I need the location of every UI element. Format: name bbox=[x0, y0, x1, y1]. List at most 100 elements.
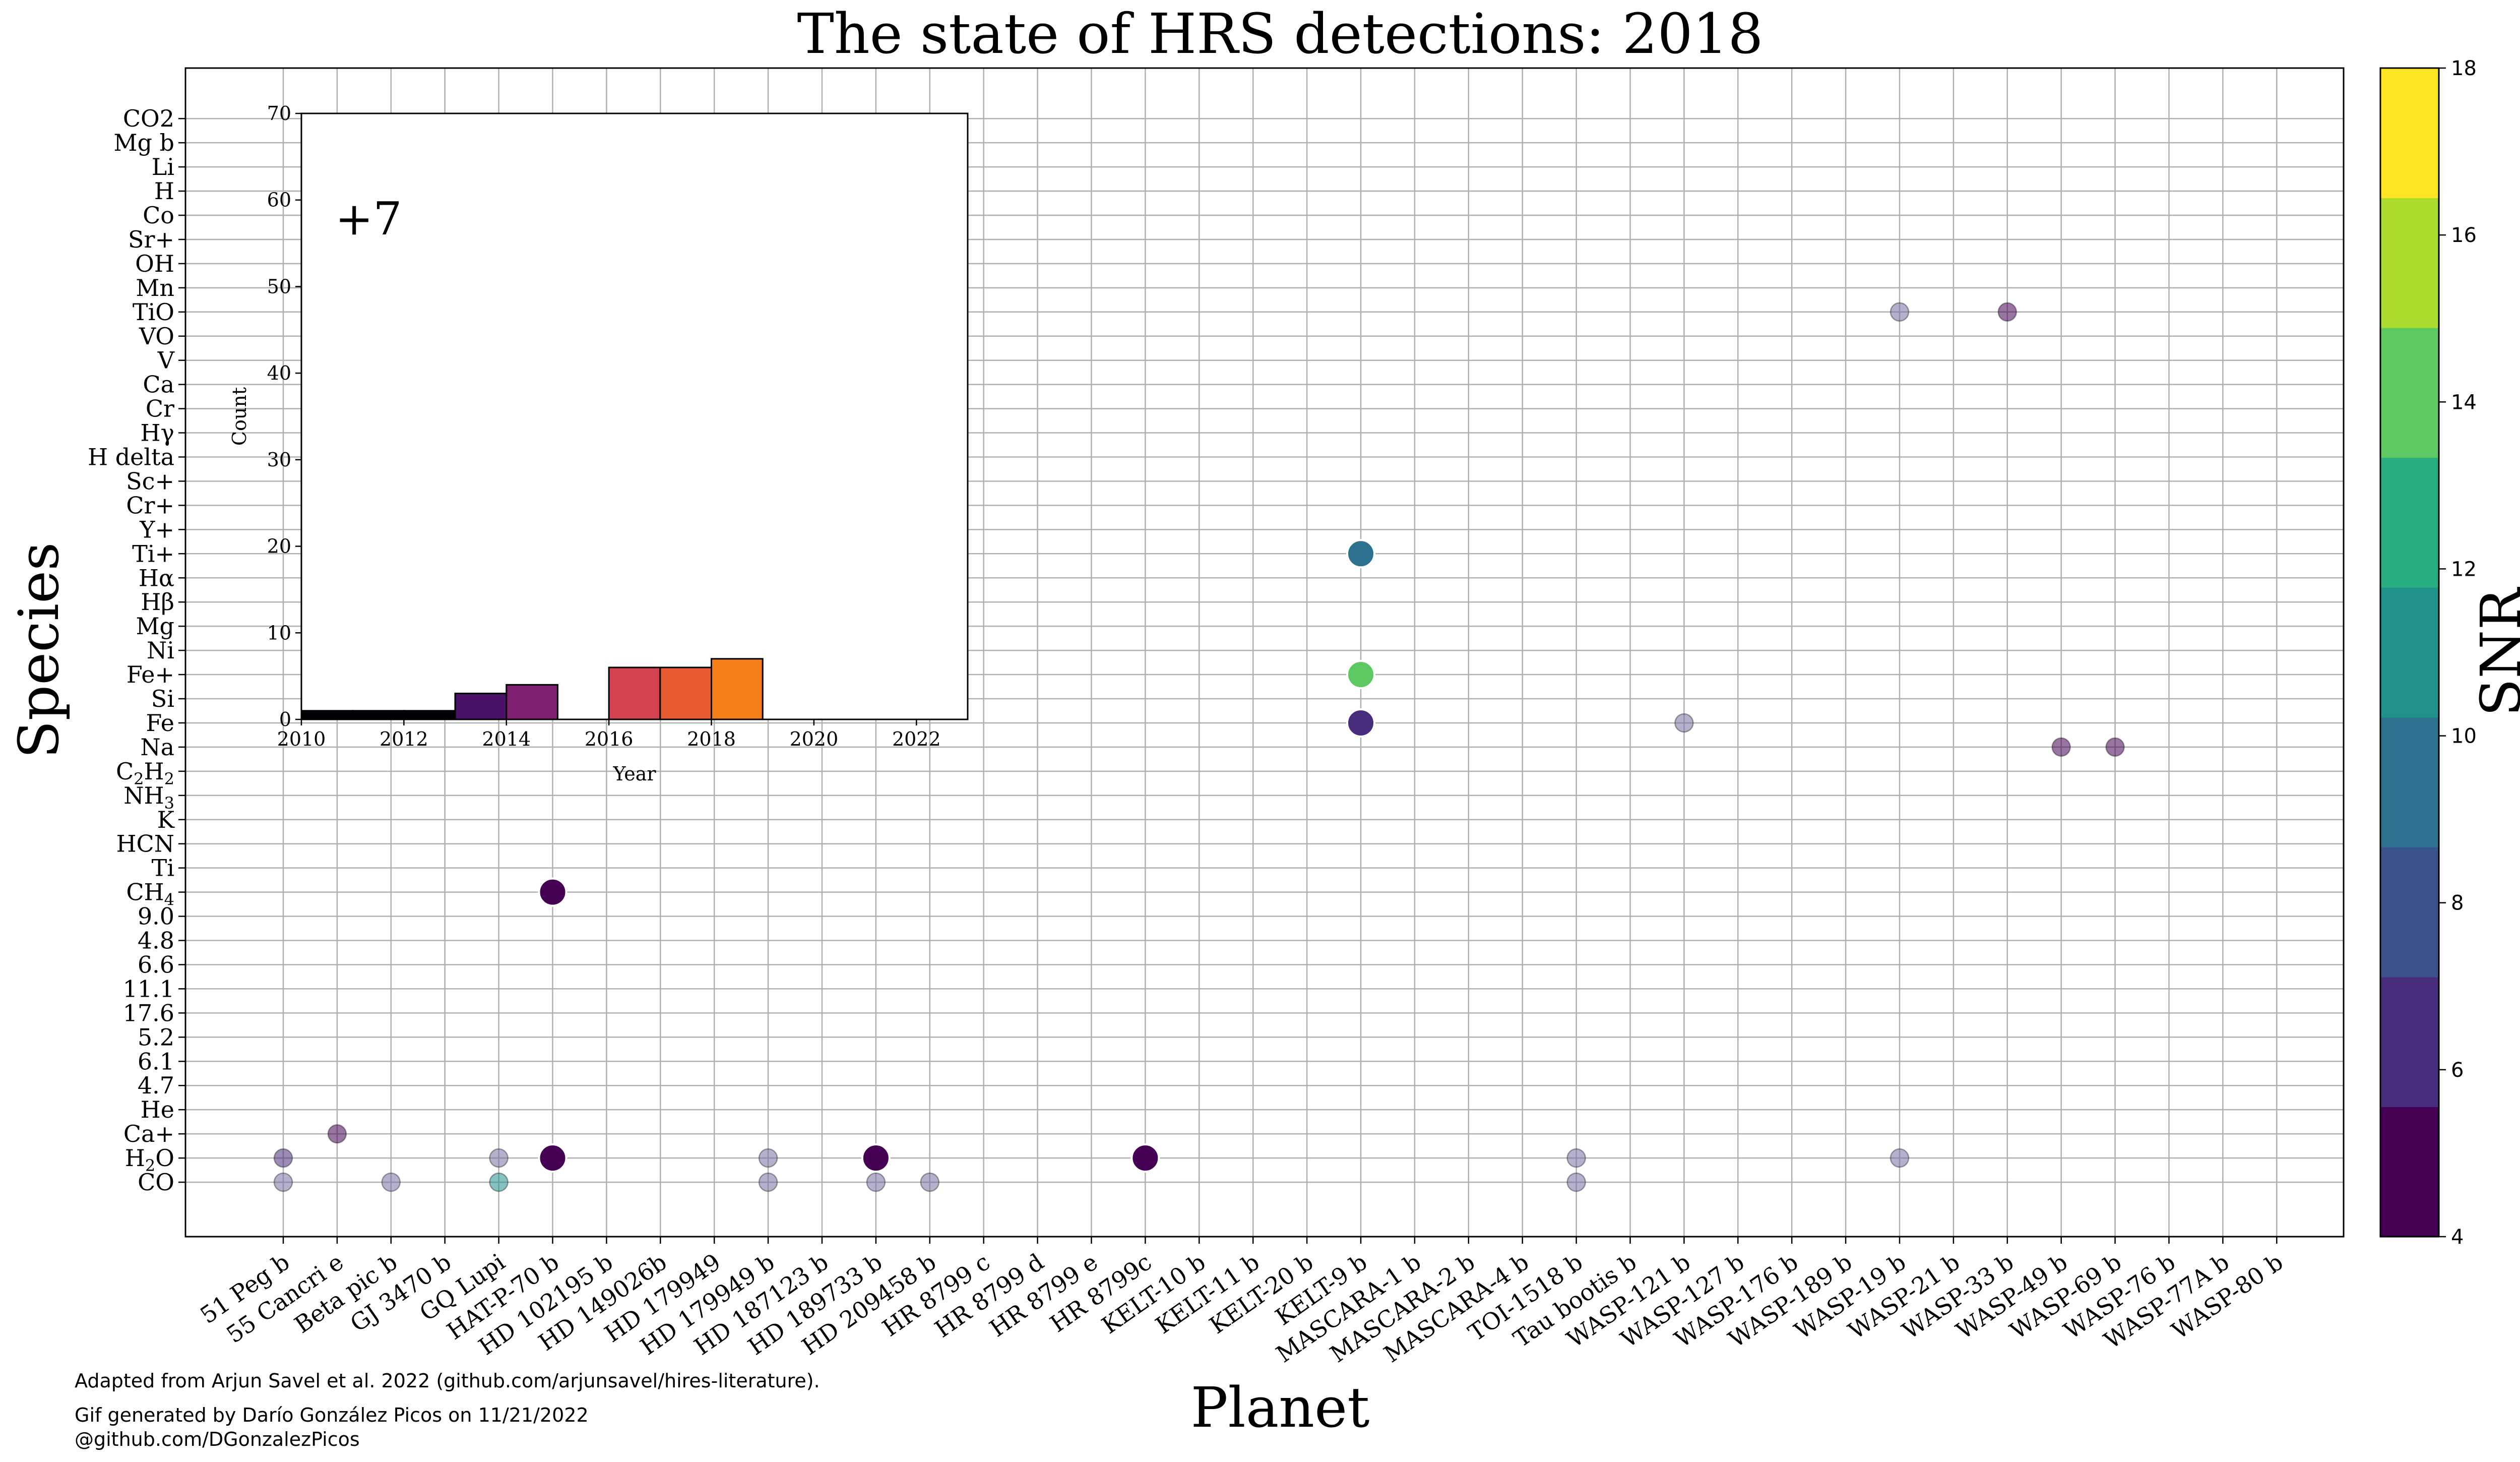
y-tick-label: V bbox=[157, 347, 175, 374]
data-point bbox=[1346, 708, 1375, 738]
x-axis-title: Planet bbox=[1191, 1375, 1370, 1440]
footnote-line-3: @github.com/DGonzalezPicos bbox=[75, 1428, 360, 1450]
colorbar-tick-label: 4 bbox=[2451, 1226, 2464, 1249]
inset-x-ticks: 2010 2012 2014 2016 2018 2020 2022 bbox=[277, 719, 941, 750]
y-tick-label: 4.8 bbox=[138, 927, 174, 954]
y-tick-label: Cr bbox=[146, 395, 174, 422]
y-tick-label: H bbox=[154, 177, 174, 205]
colorbar-tick-label: 16 bbox=[2451, 224, 2477, 247]
colorbar-tick-label: 18 bbox=[2451, 57, 2477, 80]
y-tick-label: Hγ bbox=[140, 419, 174, 447]
inset-y-tick-label: 30 bbox=[267, 449, 291, 471]
y-tick-label: Cr+ bbox=[126, 492, 174, 519]
inset-x-label: Year bbox=[612, 763, 656, 785]
data-point bbox=[1566, 1172, 1586, 1192]
tick-text-part: C bbox=[116, 758, 134, 785]
colorbar-tick-label: 8 bbox=[2451, 892, 2464, 915]
y-tick-label: Mg bbox=[136, 613, 174, 640]
main-grid bbox=[185, 68, 2344, 1237]
y-tick-label: Mn bbox=[136, 274, 174, 301]
colorbar-segment bbox=[2380, 847, 2439, 978]
inset-y-tick-label: 70 bbox=[267, 102, 291, 125]
tick-text-part: 2 bbox=[145, 1156, 155, 1175]
inset-x-tick-label: 2010 bbox=[277, 728, 326, 750]
y-tick-label: Ca bbox=[143, 371, 174, 398]
inset-bar bbox=[659, 666, 713, 720]
inset-bar bbox=[608, 666, 661, 720]
y-tick-label: Y+ bbox=[139, 516, 174, 543]
tick-text-part: 4 bbox=[164, 890, 174, 909]
data-point bbox=[538, 1143, 568, 1173]
inset-bar bbox=[403, 710, 456, 720]
y-tick-label: 6.1 bbox=[138, 1048, 174, 1075]
data-point bbox=[489, 1148, 509, 1168]
y-tick-label: Fe bbox=[146, 709, 174, 737]
y-axis-title: Species bbox=[7, 542, 71, 758]
colorbar-label: SNR bbox=[2469, 587, 2520, 717]
data-point bbox=[1566, 1148, 1586, 1168]
y-tick-label: Li bbox=[152, 153, 174, 180]
y-tick-label: VO bbox=[139, 323, 174, 350]
inset-background bbox=[301, 113, 968, 719]
inset-bar bbox=[506, 684, 558, 720]
colorbar-tick-label: 14 bbox=[2451, 391, 2477, 414]
y-tick-label: Fe+ bbox=[127, 661, 174, 688]
colorbar-tick-label: 12 bbox=[2451, 558, 2477, 581]
y-tick-label: Co bbox=[143, 202, 174, 229]
y-tick-label: OH bbox=[135, 250, 174, 277]
data-point bbox=[273, 1148, 293, 1168]
inset-y-tick-label: 40 bbox=[267, 362, 291, 384]
colorbar-ticks: 4 6 8 10 12 14 16 18 bbox=[2439, 57, 2477, 1249]
inset-bar bbox=[300, 710, 354, 720]
data-point bbox=[1346, 660, 1375, 690]
data-point bbox=[2105, 737, 2125, 757]
y-tick-label: He bbox=[141, 1096, 174, 1123]
data-point bbox=[1346, 539, 1375, 569]
tick-text-part: 2 bbox=[134, 769, 144, 788]
y-tick-label: 5.2 bbox=[138, 1023, 174, 1051]
colorbar-segment bbox=[2380, 717, 2439, 847]
y-tick-label: 4.7 bbox=[138, 1072, 174, 1099]
inset-bar bbox=[454, 692, 508, 720]
footnote-line-2: Gif generated by Darío González Picos on… bbox=[75, 1404, 589, 1426]
data-point bbox=[861, 1143, 891, 1173]
data-point bbox=[1889, 1148, 1910, 1168]
inset-y-tick-label: 60 bbox=[267, 189, 291, 211]
inset-x-tick-label: 2022 bbox=[892, 728, 941, 750]
inset-x-tick-label: 2012 bbox=[380, 728, 428, 750]
y-tick-label: NH3 bbox=[123, 782, 174, 813]
data-point bbox=[1674, 713, 1694, 733]
inset-bar bbox=[711, 658, 764, 720]
y-tick-label: H delta bbox=[88, 444, 174, 471]
y-tick-label: Sc+ bbox=[126, 467, 174, 495]
colorbar-tick-label: 10 bbox=[2451, 725, 2477, 748]
data-point bbox=[489, 1172, 509, 1192]
y-tick-label: Sr+ bbox=[128, 226, 174, 253]
inset-annotation: +7 bbox=[335, 193, 402, 246]
y-tick-label: C2H2 bbox=[116, 758, 174, 788]
y-tick-label: Hβ bbox=[141, 588, 174, 616]
y-tick-label: 6.6 bbox=[138, 951, 174, 978]
y-tick-label: HCN bbox=[116, 830, 174, 858]
footnote-line-1: Adapted from Arjun Savel et al. 2022 (gi… bbox=[75, 1370, 820, 1392]
inset-bar bbox=[352, 710, 405, 720]
y-tick-label: Hα bbox=[139, 564, 174, 591]
inset-y-ticks: 0 10 20 30 40 50 60 70 bbox=[267, 102, 301, 730]
data-point bbox=[758, 1148, 778, 1168]
inset-y-tick-label: 0 bbox=[279, 708, 291, 730]
data-point bbox=[538, 877, 568, 907]
colorbar-frame bbox=[2379, 67, 2440, 1238]
inset-x-tick-label: 2020 bbox=[790, 728, 839, 750]
tick-text-part: CH bbox=[126, 879, 164, 906]
colorbar-segment bbox=[2380, 977, 2439, 1107]
y-tick-label: 9.0 bbox=[138, 903, 174, 930]
data-point bbox=[920, 1172, 940, 1192]
y-tick-label: Na bbox=[140, 734, 174, 761]
inset-y-tick-label: 50 bbox=[267, 275, 291, 297]
inset-bars bbox=[300, 658, 764, 720]
y-tick-label: TiO bbox=[133, 298, 174, 326]
inset-x-tick-label: 2018 bbox=[687, 728, 736, 750]
inset-x-tick-label: 2016 bbox=[585, 728, 634, 750]
